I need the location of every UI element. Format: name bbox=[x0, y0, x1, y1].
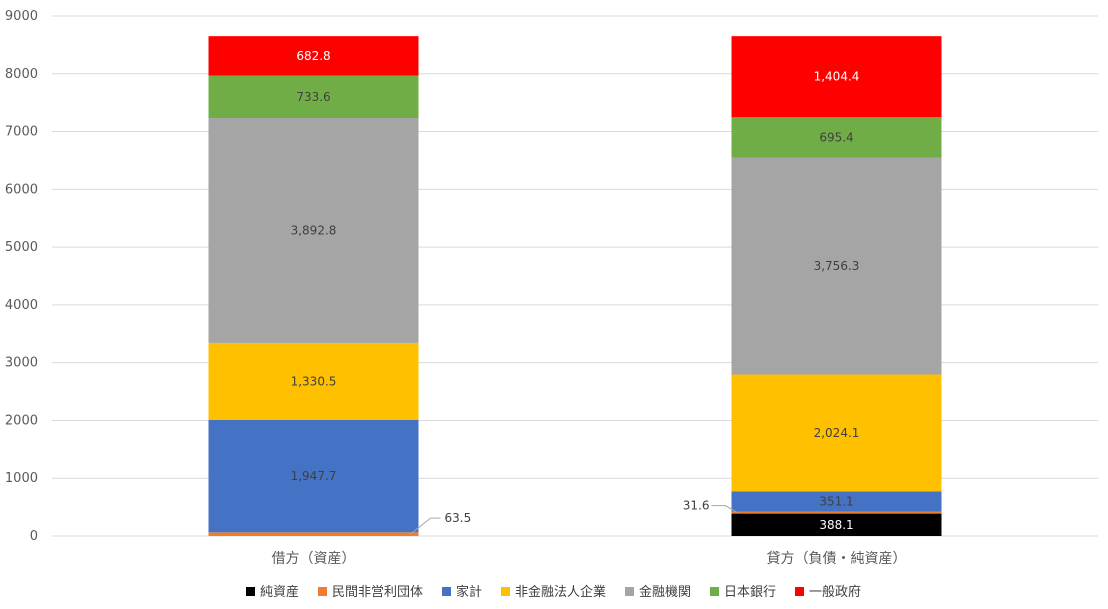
data-label: 3,756.3 bbox=[814, 259, 860, 273]
bar-segment bbox=[209, 532, 419, 536]
data-label: 388.1 bbox=[819, 518, 853, 532]
bar-segment bbox=[732, 512, 942, 514]
y-tick-label: 4000 bbox=[5, 298, 38, 313]
legend-label: 民間非営利団体 bbox=[332, 585, 423, 600]
legend-swatch bbox=[795, 587, 804, 596]
legend-swatch bbox=[501, 587, 510, 596]
y-tick-label: 9000 bbox=[5, 9, 38, 24]
legend-swatch bbox=[318, 587, 327, 596]
legend-swatch bbox=[246, 587, 255, 596]
y-tick-label: 0 bbox=[30, 529, 38, 544]
legend-label: 純資産 bbox=[260, 584, 299, 600]
x-category-label: 借方（資産） bbox=[272, 551, 356, 567]
bars bbox=[209, 36, 942, 536]
legend-swatch bbox=[625, 587, 634, 596]
data-label: 3,892.8 bbox=[291, 223, 337, 237]
y-tick-label: 3000 bbox=[5, 356, 38, 371]
x-axis: 借方（資産） 貸方（負債・純資産） bbox=[272, 551, 907, 567]
legend-label: 非金融法人企業 bbox=[515, 584, 606, 600]
legend-label: 金融機関 bbox=[639, 584, 691, 600]
data-label: 733.6 bbox=[296, 90, 330, 104]
legend-label: 一般政府 bbox=[809, 584, 861, 600]
data-label: 351.1 bbox=[819, 495, 853, 509]
data-label: 63.5 bbox=[445, 511, 472, 525]
legend-label: 日本銀行 bbox=[724, 585, 776, 600]
data-label: 682.8 bbox=[296, 49, 330, 63]
data-label: 695.4 bbox=[819, 130, 853, 144]
x-category-label: 貸方（負債・純資産） bbox=[767, 551, 907, 567]
data-label: 1,947.7 bbox=[291, 469, 337, 483]
data-label: 1,330.5 bbox=[291, 374, 337, 388]
y-axis: 0 1000 2000 3000 4000 5000 6000 7000 8000 9000 bbox=[5, 9, 38, 544]
legend-swatch bbox=[710, 587, 719, 596]
data-label: 31.6 bbox=[683, 499, 710, 513]
y-tick-label: 8000 bbox=[5, 67, 38, 82]
y-tick-label: 6000 bbox=[5, 182, 38, 197]
data-label: 2,024.1 bbox=[814, 426, 860, 440]
y-tick-label: 2000 bbox=[5, 413, 38, 428]
legend-swatch bbox=[442, 587, 451, 596]
y-tick-label: 5000 bbox=[5, 240, 38, 255]
data-label: 1,404.4 bbox=[814, 70, 860, 84]
y-tick-label: 7000 bbox=[5, 125, 38, 140]
legend: 純資産 民間非営利団体 家計 非金融法人企業 金融機関 日本銀行 一般政府 bbox=[246, 584, 861, 600]
y-tick-label: 1000 bbox=[5, 471, 38, 486]
legend-label: 家計 bbox=[456, 584, 482, 600]
